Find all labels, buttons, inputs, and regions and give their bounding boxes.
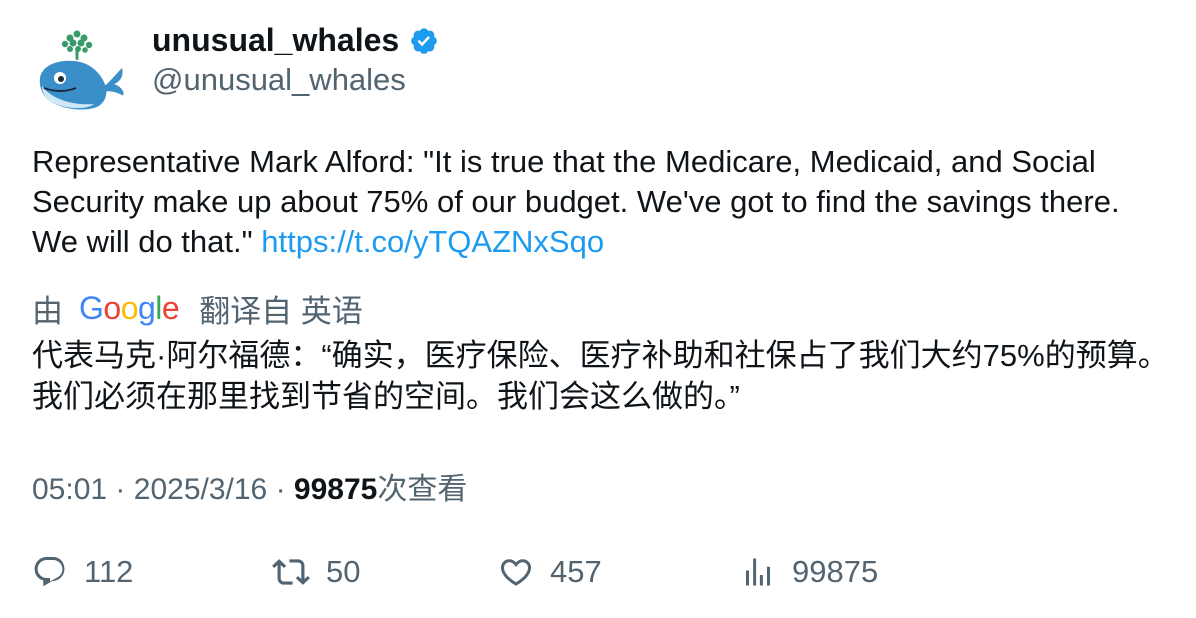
translation-attribution: 由 Google 翻译自 英语: [32, 288, 363, 329]
translated-text: 代表马克·阿尔福德：“确实，医疗保险、医疗补助和社保占了我们大约75%的预算。我…: [32, 338, 1169, 414]
reply-button[interactable]: 112: [32, 548, 133, 596]
analytics-icon: [746, 558, 770, 586]
tweet-body: Representative Mark Alford: "It is true …: [32, 144, 1120, 259]
retweet-button[interactable]: 50: [272, 548, 360, 596]
retweet-icon: [272, 559, 310, 585]
meta-separator: ·: [115, 473, 126, 506]
heart-icon: [500, 559, 532, 586]
author-display-name[interactable]: unusual_whales: [152, 22, 400, 58]
like-button[interactable]: 457: [498, 548, 602, 596]
action-bar: 112 50 457 99875: [0, 548, 1196, 596]
tweet-meta: 05:01 · 2025/3/16 · 99875次查看: [32, 464, 467, 508]
views-button[interactable]: 99875: [740, 548, 878, 596]
tweet-text: Representative Mark Alford: "It is true …: [32, 142, 1172, 262]
whale-logo-icon: [32, 26, 128, 122]
reply-count: 112: [84, 554, 134, 589]
author-name-row[interactable]: unusual_whales: [152, 22, 439, 59]
reply-icon: [34, 557, 65, 587]
tweet-link[interactable]: https://t.co/yTQAZNxSqo: [261, 224, 605, 259]
meta-separator: ·: [275, 473, 286, 506]
tweet-time[interactable]: 05:01: [32, 473, 108, 506]
views-count: 99875: [293, 473, 378, 506]
views-label: 次查看: [377, 473, 468, 506]
author-handle[interactable]: @unusual_whales: [152, 62, 406, 97]
like-count: 457: [550, 554, 602, 589]
avatar[interactable]: [32, 26, 128, 122]
tweet-date[interactable]: 2025/3/16: [133, 473, 268, 506]
retweet-count: 50: [326, 554, 361, 589]
translation-suffix: 翻译自 英语: [199, 293, 363, 329]
views-action-count: 99875: [792, 554, 879, 589]
translation-prefix: 由: [32, 293, 63, 329]
verified-badge-icon: [411, 27, 437, 54]
google-logo-icon: Google: [79, 289, 180, 326]
